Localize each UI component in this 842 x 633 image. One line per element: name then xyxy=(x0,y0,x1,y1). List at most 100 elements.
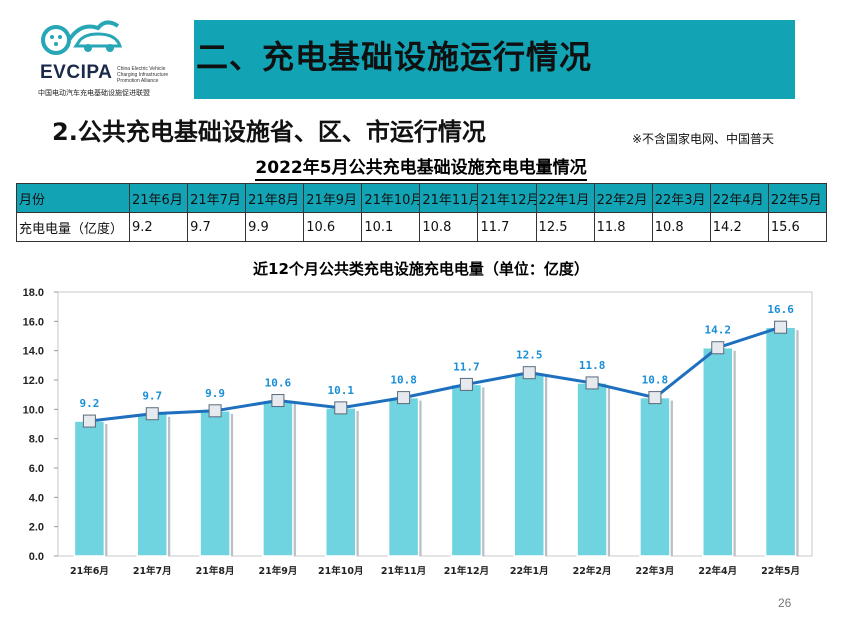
x-tick-label: 21年8月 xyxy=(196,565,235,577)
y-tick-label: 2.0 xyxy=(29,522,44,534)
data-label: 12.5 xyxy=(516,349,543,362)
section-title: 二、充电基础设施运行情况 xyxy=(196,38,593,76)
bar xyxy=(73,420,106,557)
logo-en-line: Charging Infrastructure xyxy=(117,72,169,78)
page-number: 26 xyxy=(778,596,792,610)
x-tick-label: 21年11月 xyxy=(381,565,426,577)
bar xyxy=(387,396,420,557)
month-cell: 21年10月 xyxy=(361,183,421,213)
line-marker xyxy=(585,376,599,390)
x-tick-label: 21年6月 xyxy=(70,565,109,577)
line-marker xyxy=(774,320,788,334)
chart-title: 近12个月公共类充电设施充电电量（单位：亿度） xyxy=(253,260,589,278)
x-tick-label: 21年7月 xyxy=(133,565,172,577)
data-label: 9.7 xyxy=(142,390,162,403)
bar xyxy=(450,383,483,557)
value-cell: 11.7 xyxy=(477,212,537,242)
table-header-row: 月份 21年6月 21年7月 21年8月 21年9月 21年10月 21年11月… xyxy=(16,183,828,213)
x-tick-label: 21年10月 xyxy=(318,565,363,577)
line-marker xyxy=(397,391,411,405)
x-tick-label: 22年3月 xyxy=(635,565,674,577)
bar xyxy=(639,396,671,557)
data-label: 16.6 xyxy=(767,303,794,316)
y-tick-label: 18.0 xyxy=(23,287,44,299)
x-tick-label: 21年12月 xyxy=(444,565,489,577)
value-cell: 9.9 xyxy=(245,212,305,242)
table-title: 2022年5月公共充电基础设施充电电量情况 xyxy=(0,153,842,181)
data-label: 11.7 xyxy=(453,360,480,373)
value-cell: 14.2 xyxy=(709,212,769,242)
x-tick-label: 22年5月 xyxy=(761,565,800,577)
table-row: 充电电量（亿度） 9.2 9.7 9.9 10.6 10.1 10.8 11.7… xyxy=(16,212,828,242)
month-cell: 22年4月 xyxy=(709,183,769,213)
x-tick-label: 21年9月 xyxy=(258,565,297,577)
y-tick-label: 8.0 xyxy=(29,434,44,446)
data-label: 10.8 xyxy=(390,374,417,387)
line-marker xyxy=(522,366,536,380)
month-cell: 22年5月 xyxy=(767,183,828,213)
month-cell: 21年12月 xyxy=(477,183,537,213)
month-cell: 21年11月 xyxy=(419,183,479,213)
x-tick-label: 22年4月 xyxy=(698,565,737,577)
bar xyxy=(199,410,231,557)
bar xyxy=(136,412,168,557)
bar xyxy=(325,407,357,557)
line-marker xyxy=(208,404,222,418)
line-marker xyxy=(145,407,159,421)
month-cell: 22年1月 xyxy=(535,183,595,213)
line-marker xyxy=(82,414,96,428)
month-cell: 22年3月 xyxy=(651,183,711,213)
month-cell: 21年7月 xyxy=(187,183,247,213)
line-marker xyxy=(648,391,662,405)
evcipa-logo xyxy=(36,16,186,106)
line-marker xyxy=(334,401,348,415)
bar xyxy=(513,371,545,557)
table-row-label: 充电电量（亿度） xyxy=(16,212,130,242)
logo-en-line: Promotion Alliance xyxy=(117,78,159,84)
data-label: 11.8 xyxy=(579,359,606,372)
y-tick-label: 10.0 xyxy=(23,404,44,416)
value-cell: 12.5 xyxy=(535,212,595,242)
y-tick-label: 4.0 xyxy=(29,492,44,504)
month-cell: 21年9月 xyxy=(303,183,363,213)
line-marker xyxy=(271,394,285,408)
bar xyxy=(576,382,608,557)
data-label: 9.2 xyxy=(79,397,99,410)
y-tick-label: 14.0 xyxy=(23,346,44,358)
value-cell: 9.7 xyxy=(187,212,247,242)
ev-plug-logo-icon xyxy=(41,20,123,55)
value-cell: 11.8 xyxy=(593,212,653,242)
x-tick-label: 22年2月 xyxy=(573,565,612,577)
month-cell: 21年8月 xyxy=(245,183,305,213)
trend-line xyxy=(89,325,782,423)
month-cell: 22年2月 xyxy=(593,183,653,213)
data-label: 10.6 xyxy=(265,377,292,390)
charging-volume-chart: 0.0 2.0 4.0 6.0 8.0 10.0 12.0 14.0 16.0 18.0 21年6月… xyxy=(23,287,813,577)
y-tick-label: 12.0 xyxy=(23,375,44,387)
data-label: 10.1 xyxy=(328,384,355,397)
table-header-label: 月份 xyxy=(16,183,130,213)
y-tick-label: 6.0 xyxy=(29,463,44,475)
bar xyxy=(262,399,294,557)
slide-subtitle: 2.公共充电基础设施省、区、市运行情况 xyxy=(52,118,486,146)
logo-en-line: China Electric Vehicle xyxy=(117,66,166,72)
value-cell: 10.8 xyxy=(419,212,479,242)
section-banner: 二、充电基础设施运行情况 xyxy=(194,20,795,99)
data-label: 10.8 xyxy=(642,374,669,387)
x-tick-label: 22年1月 xyxy=(510,565,549,577)
value-cell: 10.8 xyxy=(651,212,711,242)
bar xyxy=(764,326,797,557)
logo-wordmark: EVCIPA xyxy=(40,62,113,83)
logo-chinese-name: 中国电动汽车充电基础设施促进联盟 xyxy=(38,89,150,97)
plot-area-frame xyxy=(57,291,813,557)
value-cell: 9.2 xyxy=(128,212,189,242)
value-cell: 15.6 xyxy=(767,212,828,242)
charging-volume-table: 月份 21年6月 21年7月 21年8月 21年9月 21年10月 21年11月… xyxy=(16,183,828,242)
bar xyxy=(702,346,734,557)
month-cell: 21年6月 xyxy=(128,183,189,213)
value-cell: 10.1 xyxy=(361,212,421,242)
footnote: ※不含国家电网、中国普天 xyxy=(632,132,775,146)
data-label: 9.9 xyxy=(205,387,225,400)
value-cell: 10.6 xyxy=(303,212,363,242)
line-marker xyxy=(711,341,725,355)
